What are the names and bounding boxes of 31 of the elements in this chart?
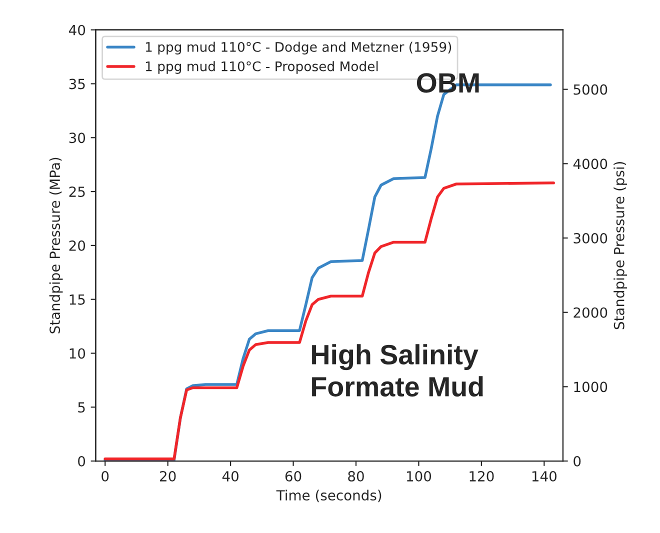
y2-tick-label: 4000 <box>573 158 608 170</box>
x-tick-label: 60 <box>285 471 302 482</box>
y-tick-label: 0 <box>78 456 86 467</box>
y2-tick-label: 5000 <box>574 84 608 95</box>
x-axis-title: Time (seconds) <box>276 490 382 502</box>
y-tick-label: 30 <box>69 132 86 144</box>
y-tick-label: 25 <box>69 186 85 198</box>
y-axis-title: Standpipe Pressure (MPa) <box>49 158 63 334</box>
y-tick-label: 15 <box>70 294 85 305</box>
y-tick-label: 40 <box>68 24 86 36</box>
x-tick-label: 140 <box>532 471 556 482</box>
annotation: OBM <box>416 73 479 93</box>
line-series <box>104 182 555 460</box>
annotation: High Salinity Formate Mud <box>312 344 483 397</box>
y-tick-label: 20 <box>69 240 86 251</box>
legend-label: 1 ppg mud 110°C - Dodge and Metzner (1959) <box>146 42 452 54</box>
y2-tick-label: 2000 <box>574 307 608 318</box>
legend-label: 1 ppg mud 110°C - Proposed Model <box>146 61 378 74</box>
y-tick-label: 10 <box>70 348 86 359</box>
x-tick-label: 20 <box>160 471 176 482</box>
y2-tick-label: 0 <box>574 456 581 467</box>
x-tick-label: 0 <box>102 471 109 482</box>
y-tick-label: 5 <box>78 402 85 413</box>
x-tick-label: 120 <box>470 471 494 482</box>
x-tick-label: 100 <box>406 471 432 482</box>
y2-tick-label: 1000 <box>574 382 608 392</box>
x-tick-label: 40 <box>222 471 238 482</box>
y-tick-label: 35 <box>69 78 85 90</box>
x-tick-label: 80 <box>348 471 364 482</box>
y2-tick-label: 3000 <box>574 232 608 244</box>
y2-axis-title: Standpipe Pressure (psi) <box>614 162 628 330</box>
